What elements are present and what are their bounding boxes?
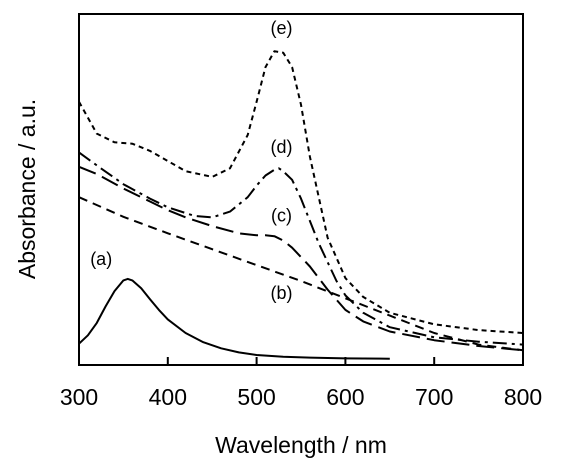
- x-tick-label-300: 300: [60, 384, 98, 410]
- series-line-a: [78, 277, 390, 360]
- x-axis-title: Wavelength / nm: [215, 432, 387, 458]
- x-tick-labels: 300 400 500 600 700 800: [60, 384, 542, 410]
- curve-label-b: (b): [270, 283, 292, 303]
- curve-label-d: (d): [270, 137, 292, 157]
- curve-label-c: (c): [271, 206, 292, 226]
- x-tick-label-500: 500: [237, 384, 275, 410]
- y-axis-title: Absorbance / a.u.: [14, 99, 40, 279]
- x-tick-label-600: 600: [326, 384, 364, 410]
- curve-label-a: (a): [90, 249, 112, 269]
- curve-label-e: (e): [270, 18, 292, 38]
- plot-frame: [78, 13, 524, 366]
- series-line-d: [78, 151, 524, 346]
- series-line-e: [78, 50, 524, 334]
- curve-labels: (a) (b) (c) (d) (e): [90, 18, 292, 303]
- x-ticks: [78, 357, 524, 365]
- x-tick-label-400: 400: [149, 384, 187, 410]
- series-line-c: [78, 165, 524, 352]
- x-tick-label-800: 800: [504, 384, 542, 410]
- series-line-b: [78, 196, 524, 352]
- x-tick-label-700: 700: [415, 384, 453, 410]
- series-group: [78, 50, 524, 360]
